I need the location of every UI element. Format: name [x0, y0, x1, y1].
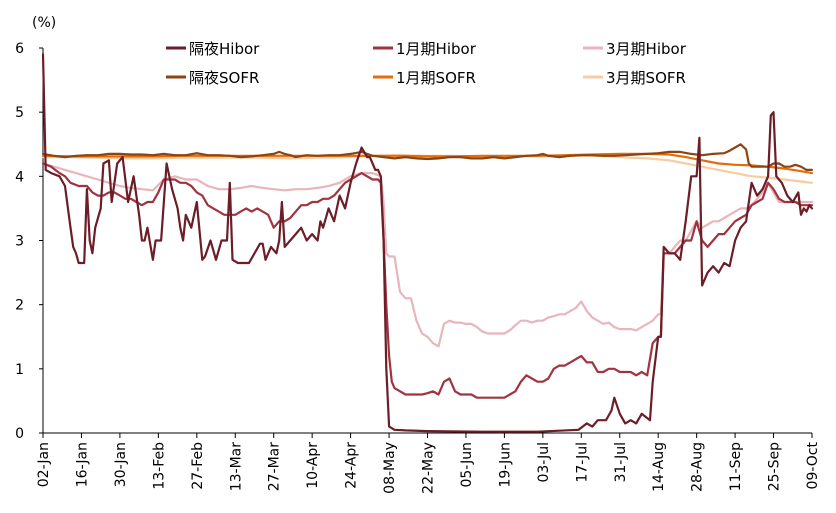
x-tick-label: 11-Sep: [728, 442, 744, 491]
y-tick-label: 5: [15, 105, 24, 121]
series-line-2: [41, 162, 814, 348]
series-line-1: [41, 162, 814, 399]
legend: 隔夜Hibor 1月期Hibor 3月期Hibor 隔夜SOFR 1月期SOFR 3月期S…: [166, 40, 687, 87]
x-tick-label: 27-Feb: [190, 442, 206, 490]
x-tick-label: 10-Apr: [305, 442, 321, 489]
legend-label: 1月期SOFR: [396, 69, 476, 87]
x-tick-label: 28-Aug: [690, 442, 706, 492]
x-axis: 02-Jan 16-Jan 30-Jan 13-Feb 27-Feb 13-Mar 27-M…: [36, 432, 821, 494]
y-unit-label: (%): [32, 15, 56, 31]
x-tick-label: 13-Feb: [151, 442, 167, 490]
legend-label: 3月期Hibor: [606, 40, 687, 58]
x-tick-label: 19-Jun: [497, 442, 513, 488]
x-tick-label: 09-Oct: [805, 441, 821, 489]
x-tick-label: 22-May: [421, 442, 437, 494]
y-tick-label: 3: [15, 234, 24, 250]
legend-label: 隔夜Hibor: [189, 40, 260, 58]
x-tick-label: 02-Jan: [36, 442, 52, 487]
x-tick-label: 08-May: [382, 442, 398, 494]
legend-label: 3月期SOFR: [606, 69, 686, 87]
x-tick-label: 17-Jul: [574, 442, 590, 483]
x-tick-label: 24-Apr: [344, 442, 360, 489]
y-tick-label: 2: [15, 298, 24, 314]
y-tick-label: 1: [15, 362, 24, 378]
x-tick-label: 25-Sep: [767, 442, 783, 491]
x-tick-label: 05-Jun: [459, 442, 475, 488]
x-tick-label: 14-Aug: [651, 442, 667, 492]
x-tick-label: 30-Jan: [113, 442, 129, 487]
series-line-3: [41, 143, 814, 171]
legend-label: 隔夜SOFR: [189, 69, 259, 87]
legend-label: 1月期Hibor: [396, 40, 477, 58]
x-tick-label: 31-Jul: [613, 442, 629, 483]
y-axis: 0 1 2 3 4 5 6: [15, 41, 44, 442]
x-tick-label: 13-Mar: [228, 442, 244, 492]
y-tick-label: 6: [15, 41, 24, 57]
series-line-4: [41, 152, 814, 175]
x-tick-label: 03-Jul: [536, 442, 552, 483]
y-tick-label: 0: [15, 426, 24, 442]
y-tick-label: 4: [15, 169, 24, 185]
series-lines: [41, 53, 814, 433]
x-tick-label: 16-Jan: [74, 442, 90, 487]
x-tick-label: 27-Mar: [267, 442, 283, 492]
series-line-0: [41, 53, 814, 433]
